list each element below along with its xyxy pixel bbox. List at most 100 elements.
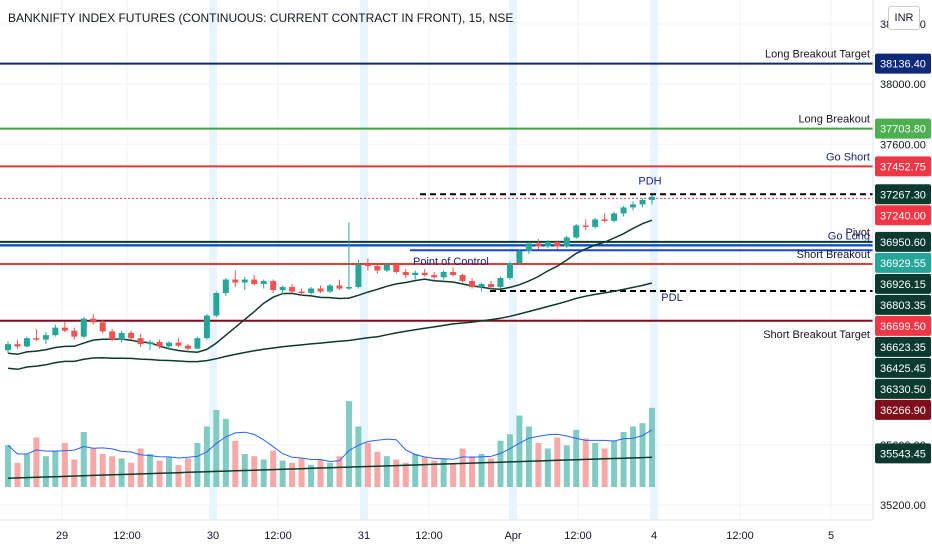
volume-bar [232,440,239,487]
price-tag-value: 36699.50 [880,321,926,333]
candle-body [639,199,646,205]
volume-bar [14,462,21,487]
volume-bar [554,437,561,487]
volume-bar [421,457,428,487]
candle-body [23,338,30,347]
volume-bar [5,445,11,487]
volume-bar [279,460,286,487]
candle-body [478,284,485,288]
currency-button[interactable]: INR [888,6,920,30]
session-band [650,0,658,520]
volume-bar [61,443,68,487]
candle-body [506,263,513,279]
price-tag-value: 37703.80 [880,124,926,136]
price-tag-value: 38136.40 [880,59,926,71]
candle-body [194,338,201,349]
candles [5,195,655,354]
time-tick-label: 12:00 [113,530,141,542]
volume-bar [260,459,267,487]
volume-bar [620,432,627,487]
candle-body [516,250,523,264]
candle-body [99,322,106,332]
candle-body [166,342,172,347]
candle-body [137,338,144,345]
volume-bar [270,450,277,487]
volume-bar [412,454,419,487]
candle-body [213,293,220,316]
price-tag [875,273,931,294]
volume-average-line [7,429,653,463]
price-tick-label: 35200.00 [880,500,926,512]
time-tick-label: 12:00 [264,530,292,542]
moving-average-line [7,219,653,356]
candle-body [450,272,457,276]
price-tag [875,231,931,252]
candle-body [620,207,627,214]
candle-body [71,330,78,337]
candle-body [582,225,589,227]
volume-bar [137,448,144,487]
candle-body [203,315,210,339]
candle-body [222,279,229,294]
volume-bar [166,457,172,487]
price-tick-label: 38000.00 [880,79,926,91]
volume-bar [289,462,296,487]
volume-bar [345,401,352,487]
volume-bar [90,448,97,487]
time-tick-label: 4 [651,530,657,542]
time-tick-label: 30 [207,530,219,542]
price-tag-value: 37240.00 [880,210,926,222]
price-tag-value: 36266.90 [880,405,926,417]
candle-body [289,287,296,292]
volume-bar [573,429,580,487]
volume-bar [488,458,494,487]
time-tick-label: 29 [56,530,68,542]
volume-bar [336,456,343,487]
volume-bar [99,454,106,487]
volume-bar [582,438,589,487]
chart-title: BANKNIFTY INDEX FUTURES (CONTINUOUS: CUR… [8,11,513,25]
price-tag [875,53,931,74]
session-band [509,0,517,520]
volume-bar [308,465,315,487]
volume-bar [33,437,40,487]
candle-body [156,341,163,347]
candle-body [592,219,599,227]
price-tag [875,336,931,357]
price-tag-value: 36926.15 [880,279,926,291]
volume-bar [194,443,201,487]
price-tag-value: 36425.45 [880,363,926,375]
price-tag [875,205,931,226]
volume-bar [118,458,125,487]
candle-body [175,342,182,346]
volume-bar [402,462,409,487]
session-band [209,0,217,520]
candle-body [412,272,419,276]
session-band [360,0,368,520]
volume-bar [544,448,551,487]
candle-body [61,327,68,331]
session-bands [209,0,658,520]
volume-bar [497,440,504,487]
level-label: Pivot [846,227,870,239]
candle-body [355,264,362,288]
candle-body [317,288,324,292]
candle-body [5,344,11,351]
time-axis[interactable]: 29 12:00 30 12:00 31 12:00 Apr 12:00 4 12:00 5 [56,530,834,542]
candle-body [33,338,40,340]
time-tick-label: 12:00 [564,530,592,542]
price-tick-label: 37600.00 [880,139,926,151]
indicator-lines [7,219,653,479]
volume-bar [450,462,457,487]
volume-bar [535,443,542,487]
volume-bar [478,454,485,487]
level-label: Go Short [826,151,870,163]
price-tag-value: 36803.35 [880,300,926,312]
level-label: PDL [661,292,682,304]
candle-body [241,279,248,283]
level-label: Go Long [828,231,870,243]
price-tag-value: 36929.55 [880,258,926,270]
candle-body [374,266,381,271]
volume-bar [440,458,447,487]
